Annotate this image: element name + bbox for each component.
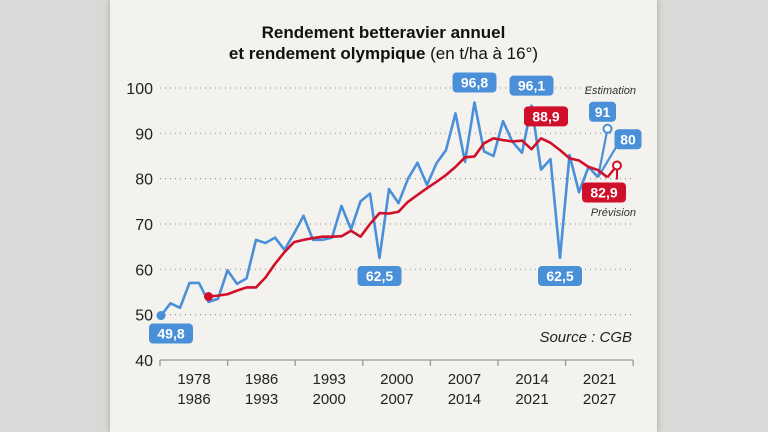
- x-tick-label: 2014: [448, 391, 481, 408]
- data-label: 62,5: [546, 268, 573, 284]
- chart-title: Rendement betteravier annuel et rendemen…: [110, 22, 657, 64]
- y-tick-label: 40: [135, 353, 153, 370]
- data-label-bg: [509, 75, 554, 96]
- y-tick-label: 70: [135, 217, 153, 234]
- title-line-2: et rendement olympique (en t/ha à 16°): [110, 43, 657, 64]
- x-tick-label: 2027: [583, 391, 616, 408]
- x-tick-label: 2021: [583, 371, 616, 388]
- annual-yield-line: [159, 101, 599, 317]
- data-label-bg: [357, 265, 402, 286]
- data-label-bg: [582, 182, 626, 203]
- estimation-note: Estimation: [585, 85, 636, 97]
- x-tick-label: 2000: [313, 391, 346, 408]
- data-label-bg: [589, 101, 616, 122]
- x-tick-label: 1978: [177, 371, 210, 388]
- olympic-yield-line: [208, 137, 609, 298]
- y-tick-label: 60: [135, 262, 153, 279]
- y-tick-label: 50: [135, 308, 153, 325]
- data-label: 88,9: [532, 108, 559, 124]
- title-unit: (en t/ha à 16°): [425, 44, 539, 63]
- forecast-point: [612, 160, 622, 171]
- estimate-segment: [596, 128, 609, 178]
- data-label: 80: [620, 131, 636, 147]
- x-tick-label: 2000: [380, 371, 413, 388]
- data-label: 96,8: [461, 75, 488, 91]
- x-tick-label: 1986: [245, 371, 278, 388]
- data-label: 49,8: [157, 326, 184, 342]
- olympic-start-point: [204, 292, 213, 302]
- data-label-bg: [614, 129, 642, 150]
- y-tick-label: 100: [126, 81, 153, 98]
- data-label: 82,9: [590, 185, 617, 201]
- x-tick-label: 1993: [245, 391, 278, 408]
- data-label: 96,1: [518, 78, 545, 94]
- x-tick-label: 1986: [177, 391, 210, 408]
- x-tick-label: 2007: [448, 371, 481, 388]
- y-tick-label: 80: [135, 172, 153, 189]
- x-tick-label: 2021: [515, 391, 548, 408]
- title-bold: et rendement olympique: [228, 44, 426, 63]
- x-tick-label: 2014: [515, 371, 548, 388]
- data-label: 62,5: [366, 268, 393, 284]
- title-line-1: Rendement betteravier annuel: [261, 23, 506, 42]
- data-label-bg: [538, 265, 582, 286]
- forecast-note: Prévision: [591, 207, 636, 219]
- data-label-bg: [149, 323, 193, 344]
- data-label-bg: [452, 72, 497, 93]
- data-label: 91: [595, 104, 611, 120]
- estimate-point: [602, 123, 613, 134]
- data-label-bg: [524, 106, 568, 127]
- annual-start-point: [156, 311, 166, 321]
- x-tick-label: 2007: [380, 391, 413, 408]
- source-note: Source : CGB: [539, 329, 632, 346]
- y-tick-label: 90: [135, 126, 153, 143]
- x-tick-label: 1993: [313, 371, 346, 388]
